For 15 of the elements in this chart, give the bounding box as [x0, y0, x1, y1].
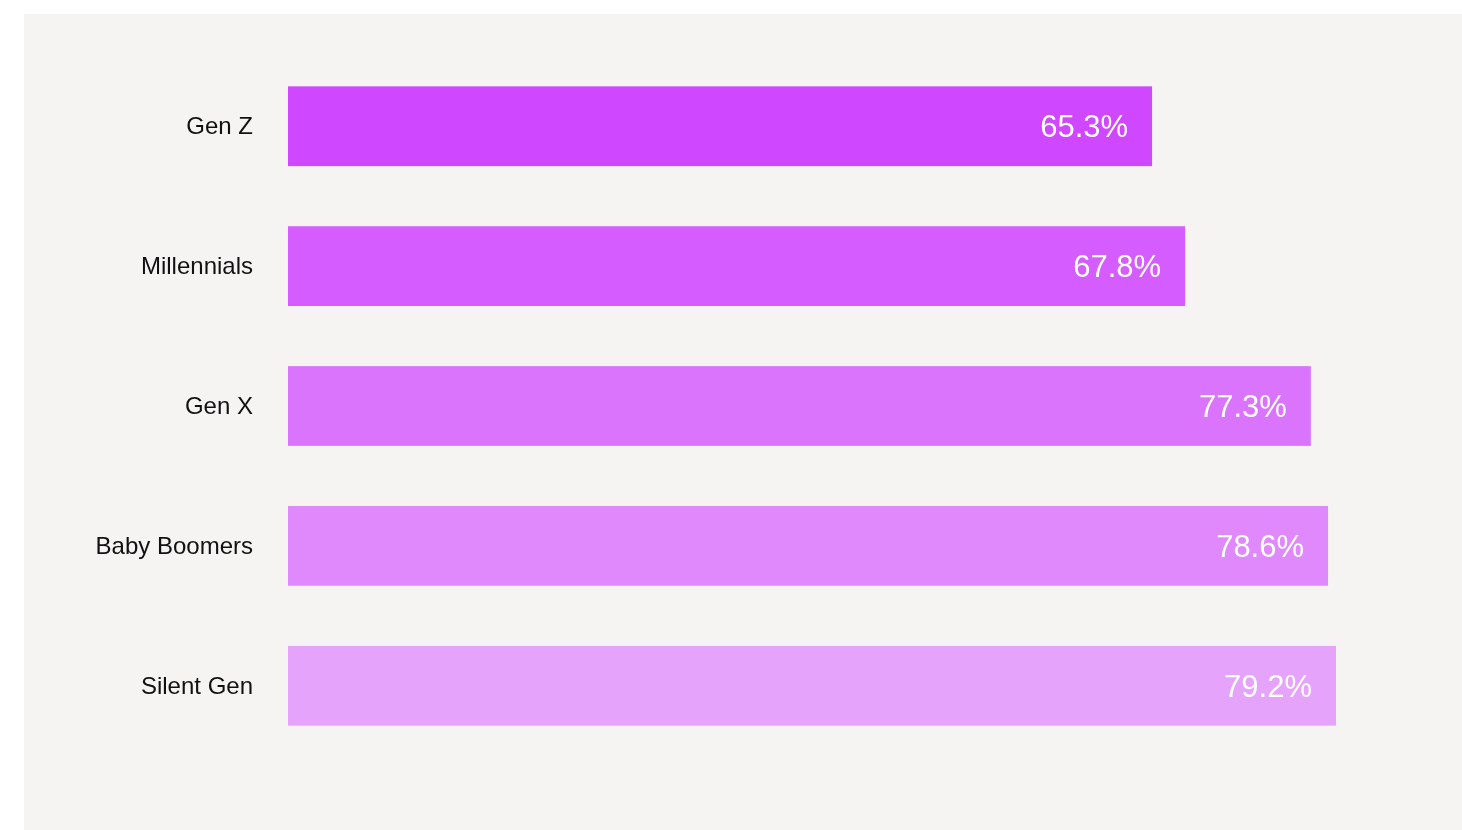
y-tick-label: Baby Boomers	[95, 531, 253, 559]
bar	[288, 86, 1153, 167]
bar	[288, 506, 1329, 586]
y-tick-label: Silent Gen	[140, 671, 253, 699]
bar	[288, 366, 1311, 446]
data-label: 65.3%	[1040, 109, 1129, 145]
data-label: 67.8%	[1073, 249, 1162, 285]
data-label: 77.3%	[1198, 389, 1287, 424]
y-tick-label: Gen X	[184, 392, 253, 419]
data-label: 78.6%	[1216, 528, 1305, 564]
data-label: 79.2%	[1224, 668, 1312, 704]
bar	[288, 645, 1336, 726]
bar	[288, 226, 1186, 306]
y-tick-label: Millennials	[140, 252, 253, 280]
y-tick-label: Gen Z	[186, 112, 253, 140]
